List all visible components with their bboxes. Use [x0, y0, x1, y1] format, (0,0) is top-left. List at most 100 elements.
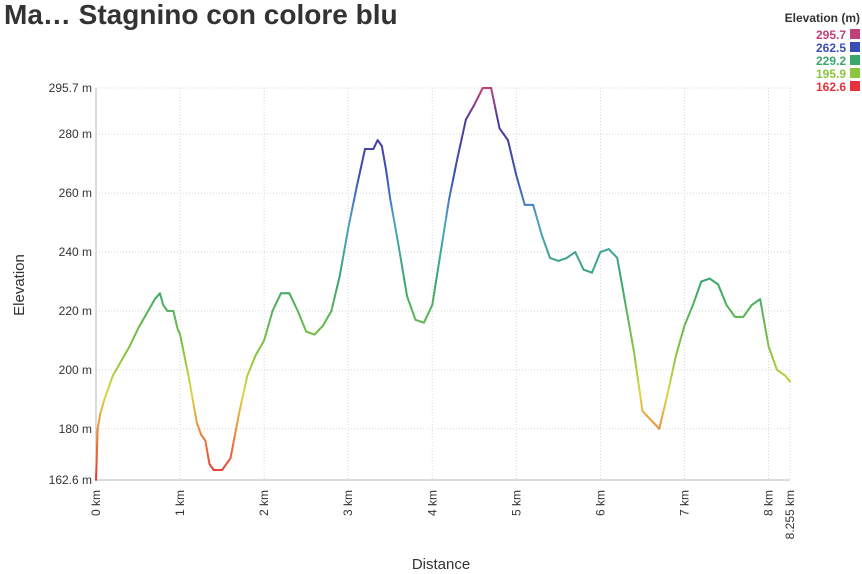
x-tick-label: 4 km: [425, 490, 439, 516]
x-axis-ticks: 0 km 1 km 2 km 3 km 4 km 5 km 6 km 7 km 8 km 8.25…: [89, 490, 797, 539]
series-segment: [494, 107, 498, 116]
series-segment: [431, 295, 435, 307]
series-segment: [512, 162, 516, 171]
series-segment: [455, 156, 459, 166]
series-segment: [448, 191, 452, 201]
series-segment: [352, 193, 357, 202]
series-segment: [445, 206, 449, 218]
x-tick-label: 8.255 km: [783, 490, 797, 539]
series-segment: [764, 329, 769, 340]
series-segment: [616, 256, 620, 267]
legend-entry-label: 295.7: [816, 28, 846, 42]
series-segment: [513, 168, 518, 177]
series-segment: [492, 100, 497, 110]
series-segment: [435, 268, 439, 280]
series-segment: [659, 415, 664, 424]
legend-entry-label: 162.6: [816, 80, 846, 94]
y-tick-label: 180 m: [59, 422, 92, 436]
series-segment: [242, 387, 246, 396]
series-segment: [631, 343, 636, 354]
series-segment: [232, 435, 236, 445]
series-segment: [191, 398, 196, 409]
series-segment: [662, 404, 666, 413]
y-tick-label: 162.6 m: [49, 473, 92, 487]
series-segment: [459, 137, 463, 147]
series-segment: [236, 413, 240, 423]
legend-entry-label: 195.9: [816, 67, 846, 81]
legend-swatch: [850, 81, 860, 91]
series-segment: [658, 421, 662, 430]
series-segment: [343, 243, 347, 254]
series-segment: [759, 298, 763, 309]
series-segment: [354, 186, 358, 196]
y-tick-label: 200 m: [59, 363, 92, 377]
series-segment: [193, 406, 197, 417]
series-segment: [350, 206, 354, 216]
series-segment: [432, 286, 437, 298]
series-segment: [436, 259, 441, 271]
series-segment: [668, 379, 672, 389]
series-segment: [240, 393, 245, 403]
series-segment: [340, 258, 344, 269]
series-segment: [463, 118, 467, 127]
x-tick-label: 3 km: [341, 490, 355, 516]
chart-title: Ma… Stagnino con colore blu: [4, 0, 398, 30]
x-tick-label: 5 km: [509, 490, 523, 516]
series-segment: [626, 311, 630, 322]
series-segment: [244, 374, 249, 384]
x-tick-label: 8 km: [762, 490, 776, 516]
series-segment: [394, 229, 399, 240]
series-segment: [670, 366, 675, 376]
series-segment: [184, 361, 189, 370]
legend-swatch: [850, 42, 860, 52]
series-segment: [443, 215, 448, 227]
series-segment: [345, 227, 350, 238]
y-tick-label: 280 m: [59, 127, 92, 141]
series-segment: [442, 224, 446, 236]
series-segment: [628, 327, 633, 338]
series-segment: [462, 124, 466, 134]
series-segment: [336, 280, 340, 289]
y-tick-label: 295.7 m: [49, 81, 92, 95]
series-segment: [453, 163, 458, 173]
series-segment: [233, 427, 238, 438]
series-segment: [456, 150, 460, 159]
series-segment: [635, 370, 640, 383]
x-axis-label: Distance: [412, 556, 470, 573]
y-tick-label: 220 m: [59, 304, 92, 318]
series-segment: [180, 340, 184, 350]
series-segment: [237, 406, 242, 416]
series-segment: [179, 333, 183, 343]
series-segment: [181, 347, 186, 357]
series-segment: [661, 410, 665, 418]
series-segment: [621, 288, 626, 299]
series-segment: [235, 420, 239, 430]
x-tick-label: 2 km: [257, 490, 271, 516]
series-segment: [229, 449, 233, 460]
series-segment: [665, 392, 669, 401]
series-segment: [509, 150, 514, 159]
series-segment: [400, 261, 404, 273]
y-axis-label: Elevation: [11, 254, 28, 316]
series-segment: [633, 351, 637, 363]
series-segment: [230, 442, 235, 452]
elevation-series: [95, 87, 791, 481]
series-segment: [620, 280, 624, 291]
x-tick-label: 0 km: [89, 490, 103, 516]
series-segment: [401, 270, 406, 281]
series-segment: [334, 286, 338, 295]
legend-swatch: [850, 29, 860, 39]
series-segment: [357, 173, 361, 182]
series-segment: [361, 154, 365, 163]
series-segment: [392, 213, 396, 224]
legend-swatch: [850, 55, 860, 65]
series-segment: [341, 251, 346, 261]
series-segment: [491, 93, 495, 103]
series-segment: [239, 400, 243, 409]
series-segment: [186, 367, 190, 377]
series-segment: [669, 373, 673, 382]
series-segment: [788, 379, 791, 383]
series-segment: [634, 361, 638, 373]
series-segment: [330, 304, 334, 312]
series-segment: [358, 167, 362, 176]
